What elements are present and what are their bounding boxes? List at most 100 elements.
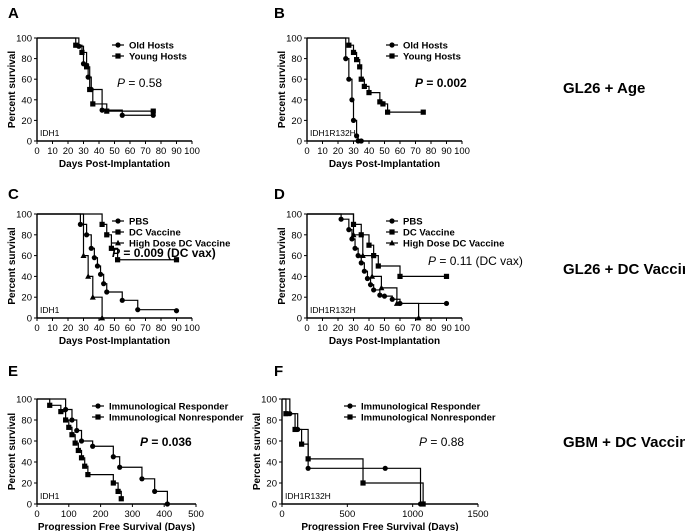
panel-letter: D <box>274 186 285 203</box>
y-tick-label: 80 <box>21 54 32 65</box>
legend-label: Young Hosts <box>129 52 187 63</box>
data-point <box>84 64 90 70</box>
p-value-text: = 0.009 (DC vax) <box>120 246 216 260</box>
data-point <box>90 443 96 449</box>
data-point <box>99 221 105 227</box>
x-tick-label: 30 <box>348 146 359 157</box>
row-label-1: GL26 + Age <box>563 80 645 97</box>
data-point <box>382 465 388 471</box>
y-tick-label: 0 <box>272 500 277 511</box>
p-value-text: = 0.002 <box>423 76 467 90</box>
y-tick-label: 0 <box>27 500 32 511</box>
inner-label: IDH1 <box>40 305 60 315</box>
x-tick-label: 90 <box>441 323 452 334</box>
x-tick-label: 30 <box>78 146 89 157</box>
data-point <box>358 138 364 144</box>
inner-label: IDH1 <box>40 491 60 501</box>
data-point <box>82 463 88 469</box>
data-point <box>91 255 97 261</box>
x-tick-label: 10 <box>47 146 58 157</box>
p-symbol: P <box>112 246 121 260</box>
y-axis-title: Percent survival <box>7 227 18 304</box>
data-point <box>77 221 83 227</box>
series-high-dose-dc-vaccine <box>307 213 422 321</box>
legend-marker <box>115 53 121 59</box>
x-tick-label: 50 <box>379 323 390 334</box>
x-tick-label: 1500 <box>467 509 488 520</box>
data-point <box>63 406 69 413</box>
data-point <box>299 441 305 447</box>
data-point <box>150 112 156 118</box>
series-young-hosts <box>307 37 426 115</box>
legend-marker <box>389 239 395 246</box>
data-point <box>338 216 344 222</box>
y-tick-label: 0 <box>27 137 32 148</box>
p-symbol: P <box>140 435 149 449</box>
data-point <box>283 411 289 417</box>
p-value: P = 0.58 <box>117 76 162 90</box>
x-tick-label: 50 <box>379 146 390 157</box>
x-tick-label: 10 <box>317 323 328 334</box>
x-tick-label: 40 <box>364 323 375 334</box>
legend-label: Immunological Nonresponder <box>361 413 496 424</box>
inner-label: IDH1R132H <box>310 305 356 315</box>
data-point <box>350 49 357 56</box>
panel-e: E 0 20 40 60 80 100 0 100 200 300 400 500 Progression… <box>7 363 244 531</box>
x-tick-label: 500 <box>339 509 355 520</box>
y-tick-label: 100 <box>286 210 302 221</box>
y-tick-label: 40 <box>291 272 302 283</box>
x-tick-label: 70 <box>140 323 151 334</box>
data-point <box>74 427 80 434</box>
x-tick-label: 200 <box>93 509 109 520</box>
x-tick-label: 30 <box>78 323 89 334</box>
series-immunological-nonresponder <box>37 398 124 502</box>
legend-marker <box>115 239 121 246</box>
data-point <box>343 56 349 62</box>
y-tick-label: 100 <box>261 395 277 406</box>
legend-label: PBS <box>403 217 423 228</box>
data-point <box>85 273 92 279</box>
survival-curve <box>282 398 422 504</box>
x-tick-label: 300 <box>124 509 140 520</box>
data-point <box>354 133 360 139</box>
data-point <box>369 273 376 279</box>
data-point <box>350 117 357 123</box>
legend-marker <box>347 414 353 420</box>
legend-marker <box>115 42 121 48</box>
x-axis-title: Days Post-Implantation <box>59 336 170 347</box>
data-point <box>87 86 93 93</box>
data-point <box>371 253 377 259</box>
data-point <box>118 496 124 502</box>
inner-label: IDH1R132H <box>310 128 356 138</box>
data-point <box>104 289 110 295</box>
x-axis-title: Days Post-Implantation <box>329 336 440 347</box>
y-tick-label: 40 <box>21 458 32 469</box>
p-value: P = 0.88 <box>419 435 464 449</box>
p-symbol: P <box>419 435 427 449</box>
y-tick-label: 0 <box>27 314 32 325</box>
data-point <box>79 49 85 56</box>
data-point <box>349 97 355 103</box>
data-point <box>75 447 81 454</box>
y-tick-label: 60 <box>291 251 302 262</box>
series-immunological-nonresponder <box>282 398 426 507</box>
series-young-hosts <box>37 37 156 114</box>
data-point <box>85 472 91 478</box>
data-point <box>104 108 110 114</box>
data-point <box>119 112 125 118</box>
legend-label: Old Hosts <box>403 41 448 52</box>
x-tick-label: 70 <box>410 146 421 157</box>
data-point <box>115 488 121 494</box>
p-symbol: P <box>428 254 436 268</box>
y-tick-label: 60 <box>266 437 277 448</box>
p-value-text: = 0.88 <box>427 435 464 449</box>
inner-label: IDH1R132H <box>285 491 331 501</box>
data-point <box>305 456 311 462</box>
data-point <box>346 227 352 233</box>
data-point <box>72 440 78 446</box>
data-point <box>97 271 104 277</box>
legend-marker <box>95 403 101 409</box>
y-tick-label: 40 <box>266 458 277 469</box>
